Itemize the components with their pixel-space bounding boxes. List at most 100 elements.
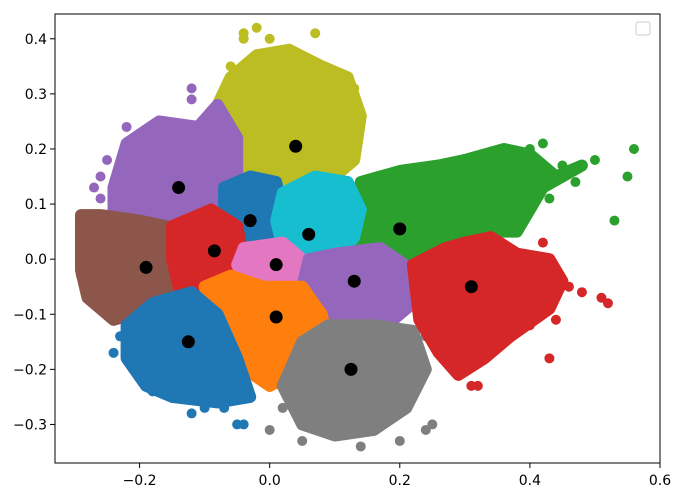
data-point: [511, 226, 522, 237]
data-point: [329, 430, 340, 441]
data-point: [329, 248, 340, 259]
data-point: [433, 160, 444, 171]
data-point: [310, 28, 321, 39]
data-point: [115, 331, 126, 342]
data-point: [628, 143, 639, 154]
data-point: [95, 210, 106, 221]
data-point: [297, 336, 308, 347]
data-point: [602, 298, 613, 309]
data-point: [537, 182, 548, 193]
data-point: [355, 441, 366, 452]
data-point: [232, 353, 243, 364]
data-point: [232, 221, 243, 232]
data-point: [108, 314, 119, 325]
centroid-point: [181, 335, 195, 349]
data-point: [368, 320, 379, 331]
plot-frame: [54, 13, 661, 464]
data-point: [622, 171, 633, 182]
data-point: [238, 33, 249, 44]
data-point: [394, 435, 405, 446]
data-point: [277, 188, 288, 199]
data-point: [459, 154, 470, 165]
data-point: [544, 303, 555, 314]
x-tick-label: −0.2: [123, 473, 157, 489]
data-point: [212, 99, 223, 110]
data-point: [537, 138, 548, 149]
data-point: [355, 177, 366, 188]
data-point: [544, 193, 555, 204]
data-point: [505, 331, 516, 342]
data-point: [238, 419, 249, 430]
legend-box: [635, 21, 651, 36]
data-point: [349, 154, 360, 165]
data-point: [420, 424, 431, 435]
cluster-regions: [75, 22, 639, 452]
data-point: [277, 402, 288, 413]
data-point: [277, 380, 288, 391]
data-point: [349, 83, 360, 94]
data-point: [251, 22, 262, 33]
data-point: [576, 160, 587, 171]
data-point: [420, 364, 431, 375]
data-point: [368, 424, 379, 435]
data-point: [186, 94, 197, 105]
data-point: [212, 397, 223, 408]
y-tick-label: 0.3: [25, 87, 47, 103]
data-point: [95, 171, 106, 182]
data-point: [186, 83, 197, 94]
data-point: [609, 215, 620, 226]
data-point: [76, 221, 87, 232]
data-point: [271, 177, 282, 188]
data-point: [212, 309, 223, 320]
data-point: [154, 116, 165, 127]
data-point: [336, 94, 347, 105]
data-point: [414, 314, 425, 325]
data-point: [102, 154, 113, 165]
data-point: [466, 380, 477, 391]
data-point: [570, 177, 581, 188]
data-point: [355, 204, 366, 215]
data-point: [193, 121, 204, 132]
data-point: [258, 281, 269, 292]
data-point: [349, 232, 360, 243]
data-point: [232, 132, 243, 143]
x-tick-label: 0.4: [519, 473, 541, 489]
x-tick-label: 0.6: [649, 473, 671, 489]
centroid-point: [464, 280, 478, 294]
data-point: [550, 171, 561, 182]
x-tick-label: 0.0: [259, 473, 281, 489]
data-point: [394, 166, 405, 177]
data-point: [557, 276, 568, 287]
data-point: [485, 232, 496, 243]
data-point: [232, 166, 243, 177]
data-point: [316, 66, 327, 77]
data-point: [440, 243, 451, 254]
data-point: [121, 320, 132, 331]
data-point: [511, 248, 522, 259]
centroid-point: [243, 214, 257, 228]
data-point: [310, 171, 321, 182]
data-point: [557, 160, 568, 171]
data-point: [199, 402, 210, 413]
data-point: [199, 281, 210, 292]
y-tick-label: −0.2: [13, 362, 47, 378]
data-point: [167, 391, 178, 402]
data-point: [186, 408, 197, 419]
data-point: [316, 309, 327, 320]
data-point: [251, 50, 262, 61]
data-point: [433, 347, 444, 358]
data-point: [375, 243, 386, 254]
data-point: [76, 210, 87, 221]
data-point: [323, 320, 334, 331]
data-point: [407, 325, 418, 336]
data-point: [297, 435, 308, 446]
cluster-centroids: [139, 139, 478, 376]
y-axis-ticks: −0.3 −0.2 −0.1 0.0 0.1 0.2 0.3 0.4: [13, 32, 55, 433]
centroid-point: [302, 227, 316, 241]
centroid-point: [269, 258, 283, 272]
y-tick-label: 0.0: [25, 252, 47, 268]
data-point: [206, 204, 217, 215]
data-point: [147, 298, 158, 309]
data-point: [108, 347, 119, 358]
